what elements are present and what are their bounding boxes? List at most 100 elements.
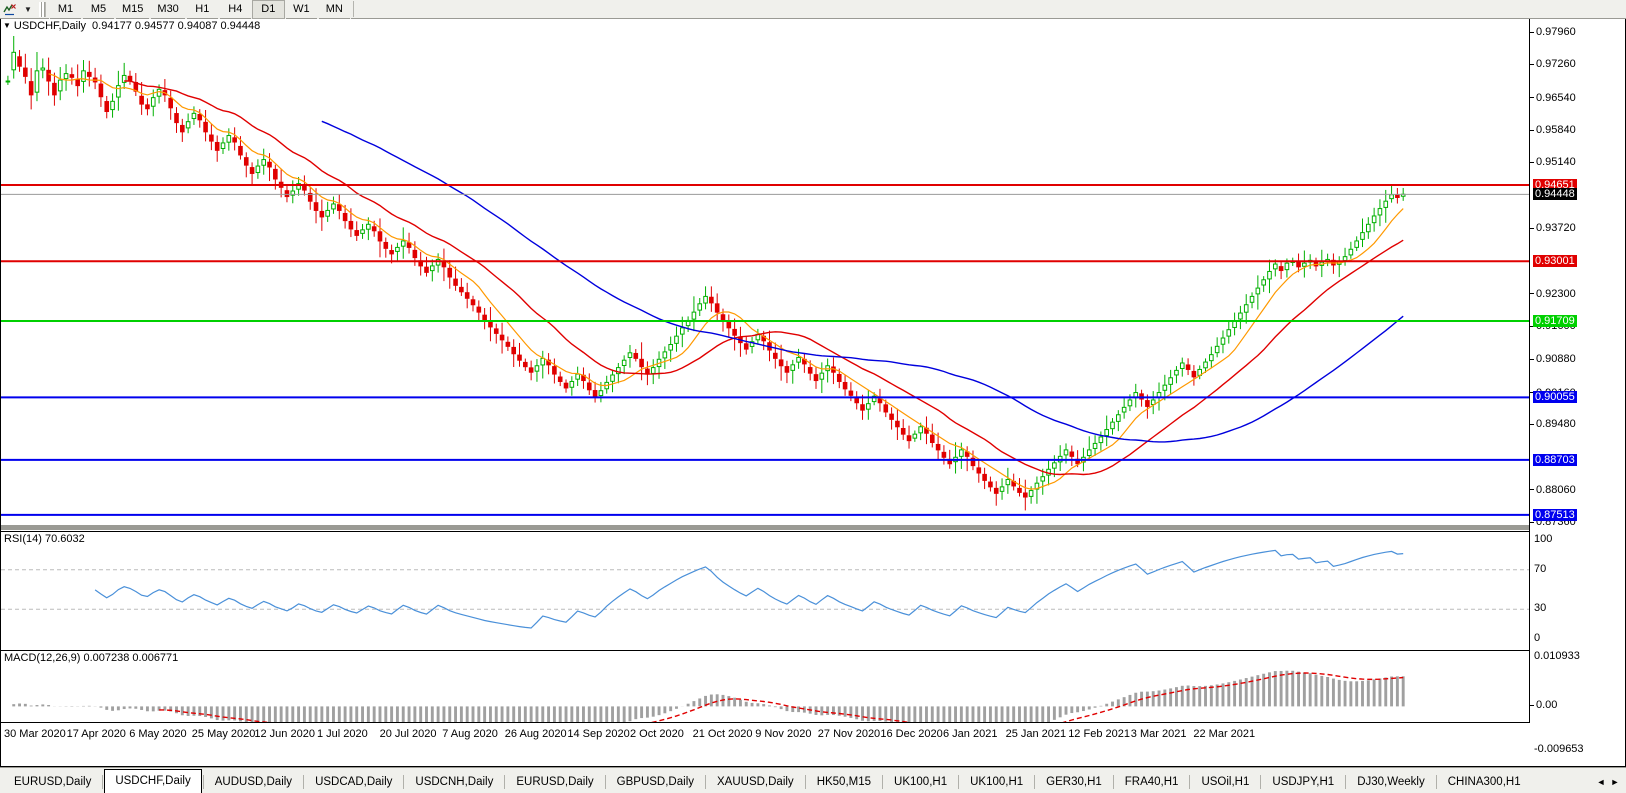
price-tick-6: 0.92300	[1530, 288, 1576, 300]
date-label-17: 12 Feb 2021	[1068, 728, 1130, 740]
chart-tab-usdjpy-h1[interactable]: USDJPY,H1	[1272, 776, 1335, 788]
price-tick-4: 0.95140	[1530, 156, 1576, 168]
price-marker-resistance-line-0[interactable]: 0.94651	[1533, 178, 1577, 191]
price-marker-support-line-6[interactable]: 0.87513	[1533, 508, 1577, 521]
timeframe-toolbar: ▼ M1 M5 M15 M30 H1 H4 D1 W1 MN	[0, 0, 1626, 19]
timeframe-d1[interactable]: D1	[251, 0, 285, 19]
date-label-9: 14 Sep 2020	[567, 728, 630, 740]
date-label-8: 26 Aug 2020	[504, 728, 567, 740]
chart-tab-usdcad-daily[interactable]: USDCAD,Daily	[315, 776, 393, 788]
date-label-18: 3 Mar 2021	[1130, 728, 1187, 740]
price-marker-pivot-line-3[interactable]: 0.91709	[1533, 314, 1577, 327]
date-label-11: 21 Oct 2020	[692, 728, 753, 740]
indicators-icon[interactable]	[0, 1, 20, 18]
price-tick-10: 0.89480	[1530, 418, 1576, 430]
chart-tab-fra40-h1[interactable]: FRA40,H1	[1124, 776, 1179, 788]
macd-tick-0: 0.010933	[1534, 650, 1580, 662]
date-label-12: 9 Nov 2020	[755, 728, 812, 740]
chart-tab-xauusd-daily[interactable]: XAUUSD,Daily	[717, 776, 794, 788]
tab-divider	[1260, 775, 1262, 789]
date-label-16: 25 Jan 2021	[1005, 728, 1067, 740]
tab-divider	[1189, 775, 1191, 789]
tab-divider	[1345, 775, 1347, 789]
date-label-3: 25 May 2020	[191, 728, 256, 740]
date-label-15: 6 Jan 2021	[943, 728, 998, 740]
chart-tab-ger30-h1[interactable]: GER30,H1	[1046, 776, 1102, 788]
rsi-indicator-label: RSI(14) 70.6032	[4, 533, 85, 545]
tab-divider	[102, 775, 104, 789]
chart-tab-gbpusd-daily[interactable]: GBPUSD,Daily	[616, 776, 694, 788]
rsi-tick-1: 70	[1534, 562, 1547, 575]
date-label-2: 6 May 2020	[129, 728, 187, 740]
timeframe-m30[interactable]: M30	[150, 0, 186, 19]
date-axis: 30 Mar 2020 17 Apr 2020 6 May 2020 25 May 2…	[1, 722, 1530, 746]
timeframe-mn[interactable]: MN	[317, 0, 351, 19]
tab-scroll-left-icon[interactable]: ◄	[1596, 777, 1606, 787]
price-tick-5: 0.93720	[1530, 222, 1576, 234]
toolbar-drag-grip[interactable]	[39, 1, 46, 17]
chart-tab-uk100-h1[interactable]: UK100,H1	[970, 776, 1024, 788]
tab-divider	[1034, 775, 1036, 789]
tab-divider	[804, 775, 806, 789]
timeframe-w1[interactable]: W1	[284, 0, 318, 19]
chart-tab-usdchf-daily[interactable]: USDCHF,Daily	[104, 769, 202, 793]
chart-tab-audusd-daily[interactable]: AUDUSD,Daily	[214, 776, 293, 788]
date-label-5: 1 Jul 2020	[317, 728, 368, 740]
price-marker-current-price-1[interactable]: 0.94448	[1533, 188, 1577, 201]
chart-tab-dj30-weekly[interactable]: DJ30,Weekly	[1357, 776, 1425, 788]
timeframe-m15[interactable]: M15	[115, 0, 151, 19]
rsi-plot[interactable]	[1, 531, 1530, 646]
timeframe-m5[interactable]: M5	[82, 0, 115, 19]
chart-ohlc-values: 0.94177 0.94577 0.94087 0.94448	[92, 19, 261, 32]
toolbar-dropdown-caret[interactable]: ▼	[24, 4, 32, 14]
tab-divider	[882, 775, 884, 789]
chart-tab-usdcnh-daily[interactable]: USDCNH,Daily	[415, 776, 494, 788]
timeframe-m1[interactable]: M1	[49, 0, 82, 19]
price-tick-11: 0.88060	[1530, 484, 1576, 496]
chart-header: ▼ USDCHF,Daily 0.94177 0.94577 0.94087 0…	[1, 19, 1625, 32]
chart-tab-uk100-h1[interactable]: UK100,H1	[894, 776, 948, 788]
price-tick-8: 0.90880	[1530, 353, 1576, 365]
tab-divider	[403, 775, 405, 789]
price-tick-3: 0.95840	[1530, 124, 1576, 136]
timeframe-h4[interactable]: H4	[218, 0, 252, 19]
tab-divider	[1112, 775, 1114, 789]
chart-tab-usoil-h1[interactable]: USOil,H1	[1201, 776, 1250, 788]
chart-tab-china300-h1[interactable]: CHINA300,H1	[1447, 776, 1521, 788]
tab-divider	[958, 775, 960, 789]
price-tick-0: 0.97960	[1530, 26, 1576, 38]
tab-divider	[202, 775, 204, 789]
date-label-14: 16 Dec 2020	[880, 728, 943, 740]
toolbar-separator	[352, 1, 354, 17]
timeframe-buttons: M1 M5 M15 M30 H1 H4 D1 W1 MN	[49, 0, 351, 19]
macd-tick-2: -0.009653	[1534, 743, 1584, 755]
date-label-7: 7 Aug 2020	[442, 728, 498, 740]
price-marker-support-line-5[interactable]: 0.88703	[1533, 453, 1577, 466]
date-label-0: 30 Mar 2020	[4, 728, 66, 740]
tab-scroll-controls: ◄ ►	[1594, 771, 1626, 793]
date-label-1: 17 Apr 2020	[66, 728, 126, 740]
price-tick-2: 0.96540	[1530, 92, 1576, 104]
price-marker-support-line-4[interactable]: 0.90055	[1533, 391, 1577, 404]
price-marker-resistance-line-2[interactable]: 0.93001	[1533, 255, 1577, 268]
chart-tab-hk50-m15[interactable]: HK50,M15	[816, 776, 872, 788]
pane-separator-rsi[interactable]	[1, 525, 1530, 530]
tab-divider	[303, 775, 305, 789]
chart-tab-eurusd-daily[interactable]: EURUSD,Daily	[14, 776, 92, 788]
chart-menu-caret[interactable]: ▼	[3, 21, 11, 30]
rsi-tick-3: 0	[1534, 632, 1541, 644]
chart-tab-eurusd-daily[interactable]: EURUSD,Daily	[516, 776, 594, 788]
tab-divider	[705, 775, 706, 789]
macd-indicator-label: MACD(12,26,9) 0.007238 0.006771	[4, 652, 179, 664]
price-candlestick-svg	[1, 35, 1530, 516]
timeframe-h1[interactable]: H1	[185, 0, 219, 19]
tab-divider	[604, 775, 606, 789]
rsi-line-svg	[1, 549, 1530, 629]
chart-area[interactable]: ▼ USDCHF,Daily 0.94177 0.94577 0.94087 0…	[0, 19, 1626, 767]
date-label-4: 12 Jun 2020	[254, 728, 315, 740]
tab-divider	[1435, 775, 1437, 789]
price-plot[interactable]	[1, 32, 1530, 522]
price-scale[interactable]: 0.97960 0.97260 0.96540 0.95840 0.95140 0.937…	[1529, 19, 1625, 755]
tab-scroll-right-icon[interactable]: ►	[1610, 777, 1620, 787]
